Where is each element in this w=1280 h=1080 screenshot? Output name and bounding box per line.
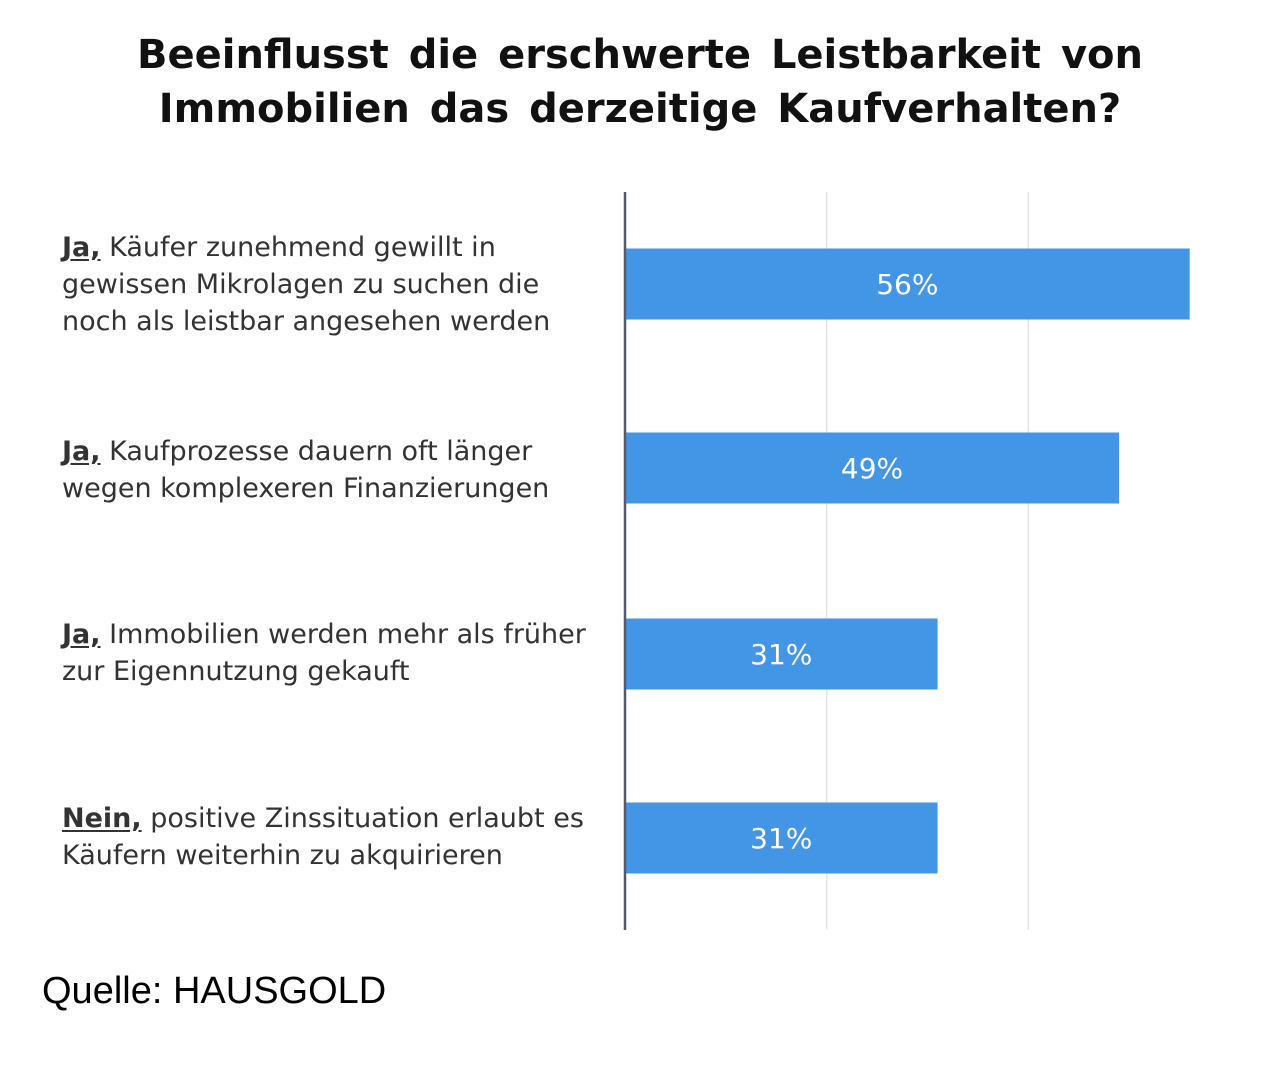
source-note: Quelle: HAUSGOLD xyxy=(42,970,387,1012)
category-text-1: Käufer zunehmend gewillt in gewissen Mik… xyxy=(62,232,551,337)
chart-title: Beeinflusst die erschwerte Leistbarkeit … xyxy=(60,28,1220,136)
bar-1 xyxy=(625,248,1190,320)
chart-title-line-2: Immobilien das derzeitige Kaufverhalten? xyxy=(158,86,1122,132)
category-lead-1: Ja, xyxy=(62,232,101,263)
data-label-4: 31% xyxy=(750,822,812,855)
data-label-3: 31% xyxy=(750,638,812,671)
category-label-4: Nein, positive Zinssituation erlaubt es … xyxy=(62,800,602,874)
category-lead-4: Nein, xyxy=(62,803,142,834)
category-text-3: Immobilien werden mehr als früher zur Ei… xyxy=(62,619,586,687)
data-label-1: 56% xyxy=(876,268,938,301)
bar-4 xyxy=(625,802,938,874)
bar-3 xyxy=(625,618,938,690)
category-text-4: positive Zinssituation erlaubt es Käufer… xyxy=(62,803,584,871)
category-text-2: Kaufprozesse dauern oft länger wegen kom… xyxy=(62,436,550,504)
chart-title-line-1: Beeinflusst die erschwerte Leistbarkeit … xyxy=(136,32,1143,78)
category-lead-3: Ja, xyxy=(62,619,101,650)
category-label-3: Ja, Immobilien werden mehr als früher zu… xyxy=(62,616,602,690)
bar-2 xyxy=(625,432,1120,504)
data-label-2: 49% xyxy=(841,452,903,485)
category-label-1: Ja, Käufer zunehmend gewillt in gewissen… xyxy=(62,229,602,340)
category-label-2: Ja, Kaufprozesse dauern oft länger wegen… xyxy=(62,433,602,507)
category-lead-2: Ja, xyxy=(62,436,101,467)
